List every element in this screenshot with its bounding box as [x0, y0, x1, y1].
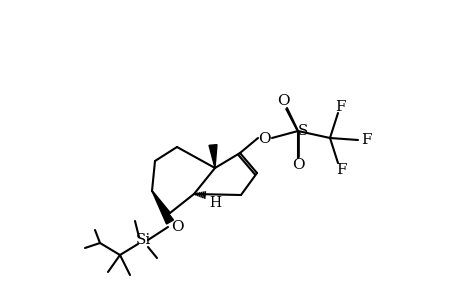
Text: F: F — [335, 163, 346, 177]
Text: H: H — [208, 196, 220, 210]
Text: O: O — [170, 220, 183, 234]
Polygon shape — [151, 191, 173, 224]
Polygon shape — [208, 145, 217, 168]
Text: O: O — [276, 94, 289, 108]
Text: F: F — [360, 133, 370, 147]
Text: S: S — [297, 124, 308, 138]
Text: O: O — [291, 158, 304, 172]
Text: F: F — [334, 100, 345, 114]
Text: Si: Si — [135, 233, 150, 247]
Text: O: O — [257, 132, 270, 146]
